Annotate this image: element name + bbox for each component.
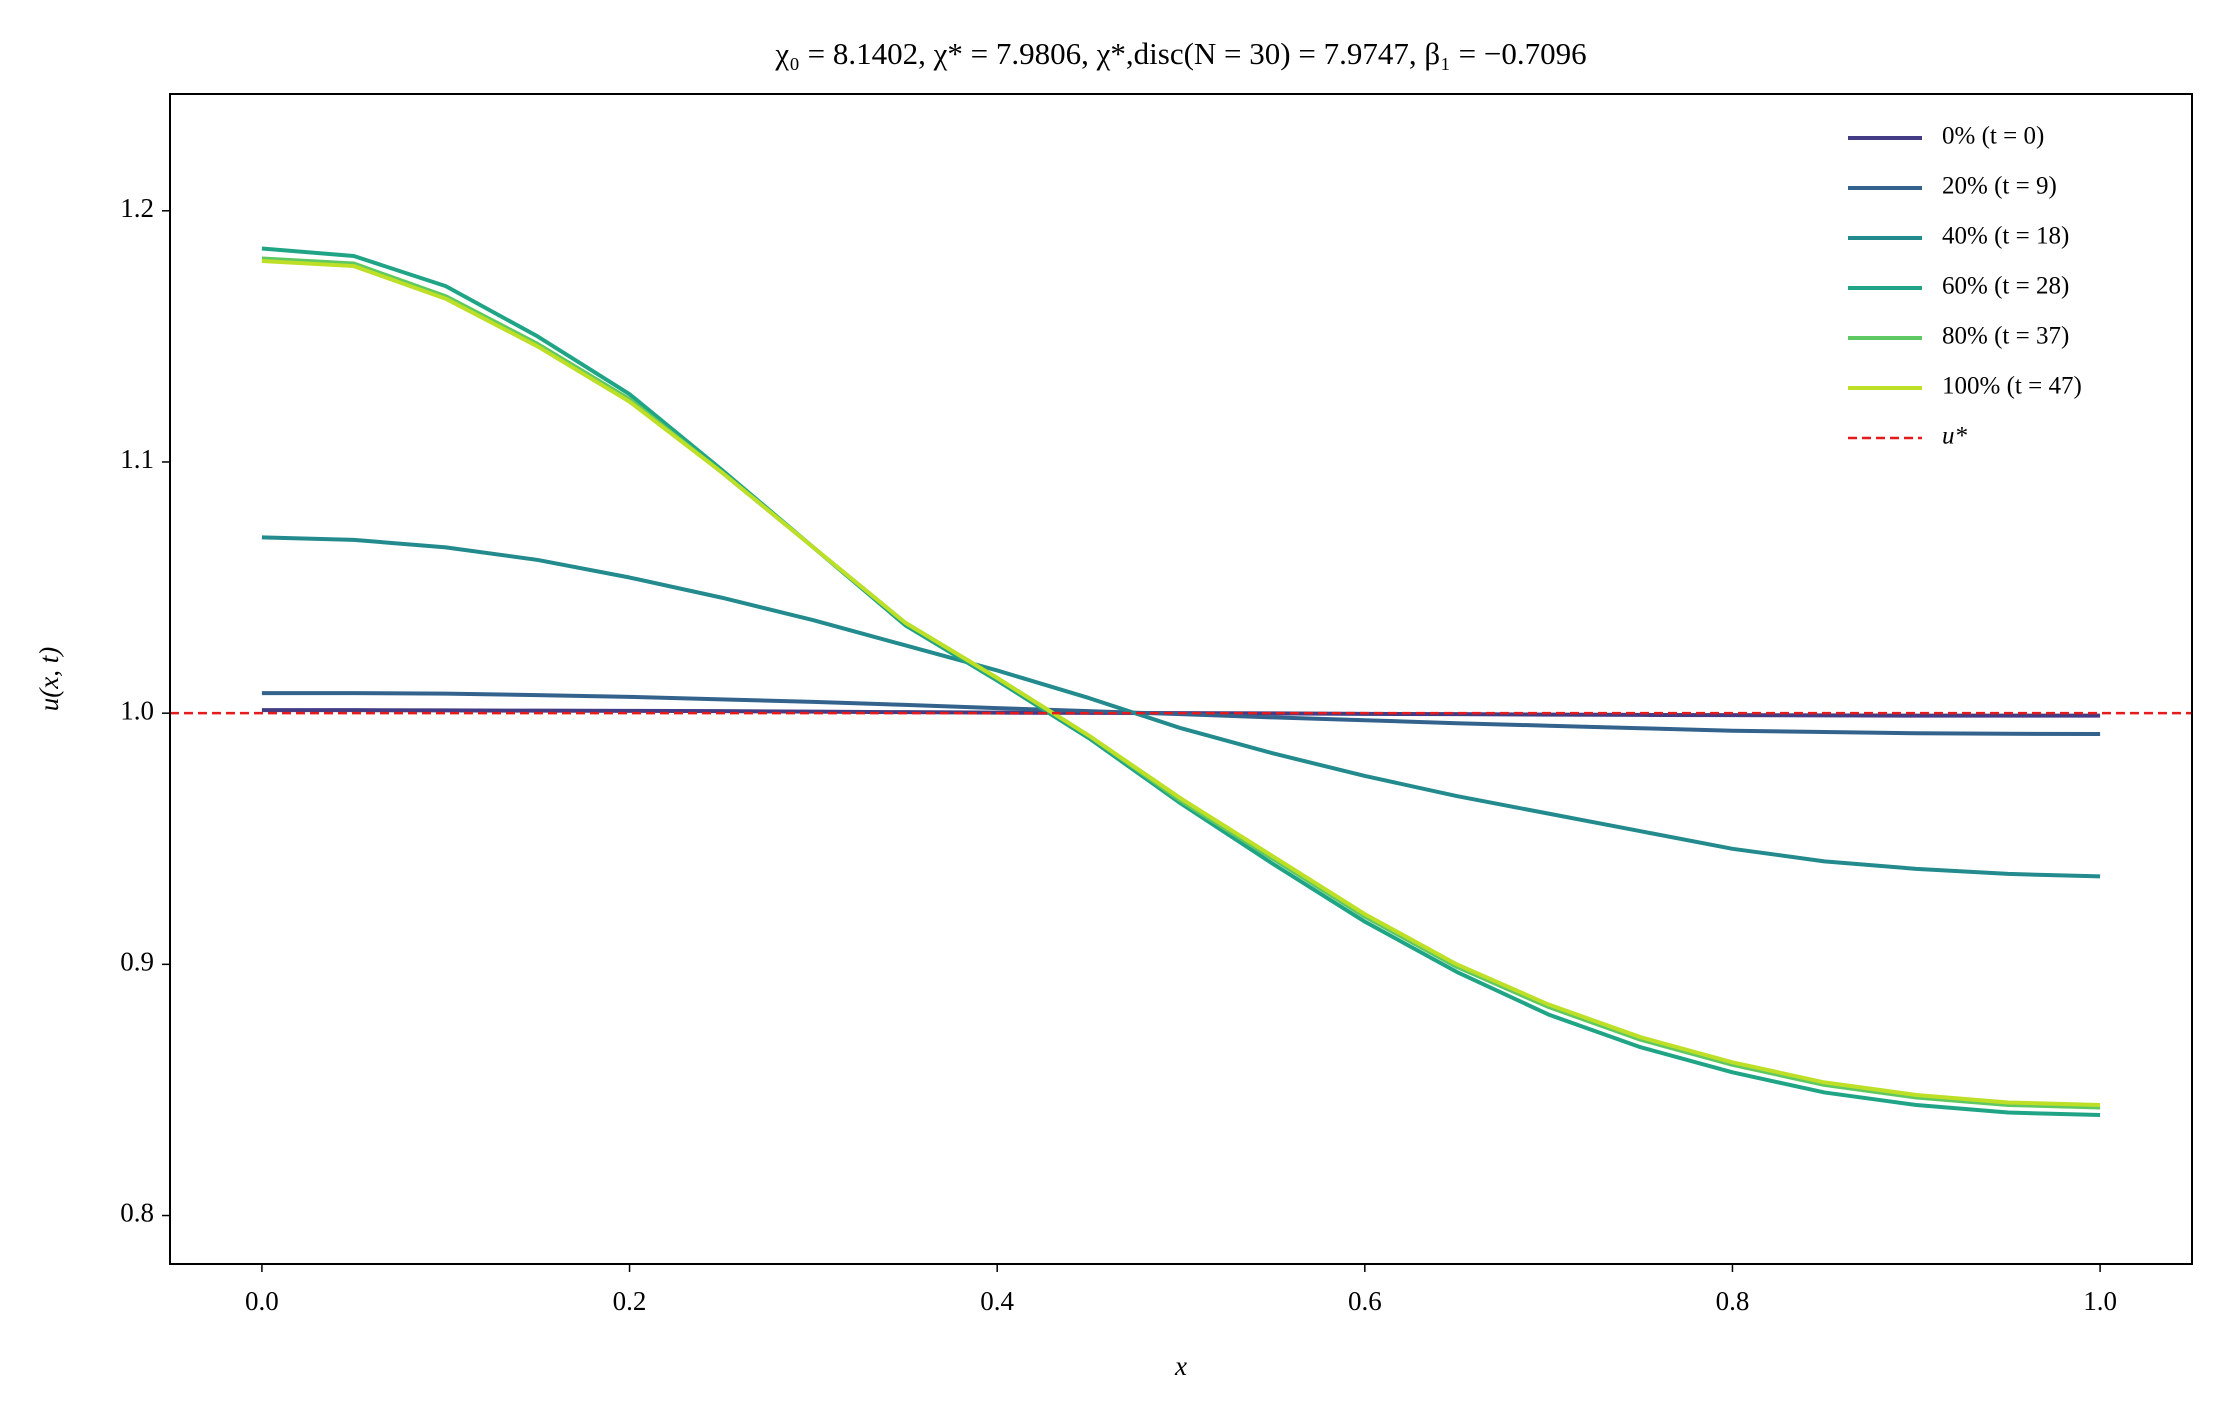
legend-label: 60% (t = 28) — [1942, 273, 2069, 300]
y-tick-label: 1.1 — [120, 444, 154, 474]
x-axis-label: x — [1174, 1351, 1187, 1381]
y-tick-label: 0.8 — [120, 1198, 154, 1228]
series-line — [261, 256, 2101, 1110]
legend-label: 80% (t = 37) — [1942, 323, 2069, 350]
legend-label: u* — [1942, 423, 1968, 450]
legend-label: 40% (t = 18) — [1942, 223, 2069, 250]
x-tick-label: 0.4 — [980, 1286, 1014, 1316]
x-tick-label: 0.8 — [1716, 1286, 1750, 1316]
y-tick-label: 1.0 — [120, 695, 154, 725]
legend-label: 100% (t = 47) — [1942, 373, 2082, 400]
x-tick-label: 1.0 — [2083, 1286, 2117, 1316]
series-line — [261, 259, 2101, 1107]
x-tick-label: 0.0 — [245, 1286, 279, 1316]
series-line — [261, 535, 2101, 879]
chart-title: χ₀ = 8.1402, χ* = 7.9806, χ*,disc(N = 30… — [774, 36, 1586, 71]
y-axis-label: u(x, t) — [34, 647, 64, 711]
legend-label: 20% (t = 9) — [1942, 173, 2057, 200]
y-tick-label: 1.2 — [120, 193, 154, 223]
legend-label: 0% (t = 0) — [1942, 123, 2044, 150]
series-line — [261, 246, 2101, 1118]
x-tick-label: 0.2 — [613, 1286, 647, 1316]
plot-frame — [169, 93, 2193, 1265]
x-tick-label: 0.6 — [1348, 1286, 1382, 1316]
y-tick-label: 0.9 — [120, 947, 154, 977]
